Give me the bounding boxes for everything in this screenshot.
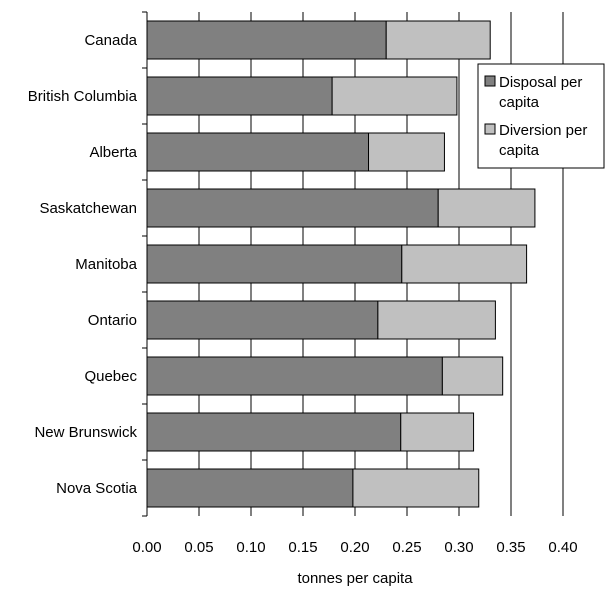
x-tick-label: 0.00 <box>132 539 161 556</box>
x-tick-label: 0.05 <box>184 539 213 556</box>
category-label: Quebec <box>84 368 137 385</box>
x-tick-label: 0.40 <box>548 539 577 556</box>
category-label: Manitoba <box>75 256 137 273</box>
category-label: Ontario <box>88 312 137 329</box>
x-tick-label: 0.20 <box>340 539 369 556</box>
category-label: Saskatchewan <box>39 200 137 217</box>
bar-disposal-alberta <box>146 132 370 172</box>
category-label: New Brunswick <box>34 424 137 441</box>
bar-diversion-ontario <box>377 300 496 340</box>
bar-diversion-nova-scotia <box>352 468 480 508</box>
bar-diversion-british-columbia <box>331 76 458 116</box>
x-tick-label: 0.35 <box>496 539 525 556</box>
legend-label: Disposal per <box>499 74 582 91</box>
bar-diversion-manitoba <box>401 244 528 284</box>
legend: Disposal per capita Diversion per capita <box>477 63 605 169</box>
axes <box>142 11 148 517</box>
legend-swatch <box>484 75 496 87</box>
bar-disposal-nova-scotia <box>146 468 354 508</box>
category-label: Nova Scotia <box>56 480 138 497</box>
bar-disposal-british-columbia <box>146 76 333 116</box>
bar-diversion-saskatchewan <box>437 188 536 228</box>
legend-label: capita <box>499 142 540 159</box>
category-label: Alberta <box>89 144 137 161</box>
x-axis-title: tonnes per capita <box>297 570 413 587</box>
bar-diversion-quebec <box>441 356 504 396</box>
x-tick-labels: 0.00 0.05 0.10 0.15 0.20 0.25 0.30 0.35 0.40 <box>132 539 577 556</box>
category-label: Canada <box>84 32 137 49</box>
bar-disposal-saskatchewan <box>146 188 439 228</box>
bar-diversion-canada <box>385 20 491 60</box>
legend-swatch <box>484 123 496 135</box>
legend-label: capita <box>499 94 540 111</box>
x-tick-label: 0.10 <box>236 539 265 556</box>
bars <box>146 20 536 508</box>
x-tick-label: 0.25 <box>392 539 421 556</box>
bar-disposal-quebec <box>146 356 443 396</box>
bar-diversion-new-brunswick <box>400 412 475 452</box>
bar-disposal-canada <box>146 20 387 60</box>
bar-diversion-alberta <box>368 132 445 172</box>
bar-disposal-new-brunswick <box>146 412 402 452</box>
bar-disposal-manitoba <box>146 244 403 284</box>
bar-disposal-ontario <box>146 300 379 340</box>
category-label: British Columbia <box>28 88 138 105</box>
x-tick-label: 0.15 <box>288 539 317 556</box>
x-tick-label: 0.30 <box>444 539 473 556</box>
legend-box <box>477 63 605 169</box>
legend-label: Diversion per <box>499 122 587 139</box>
category-labels: Canada British Columbia Alberta Saskatchewa… <box>28 32 138 497</box>
